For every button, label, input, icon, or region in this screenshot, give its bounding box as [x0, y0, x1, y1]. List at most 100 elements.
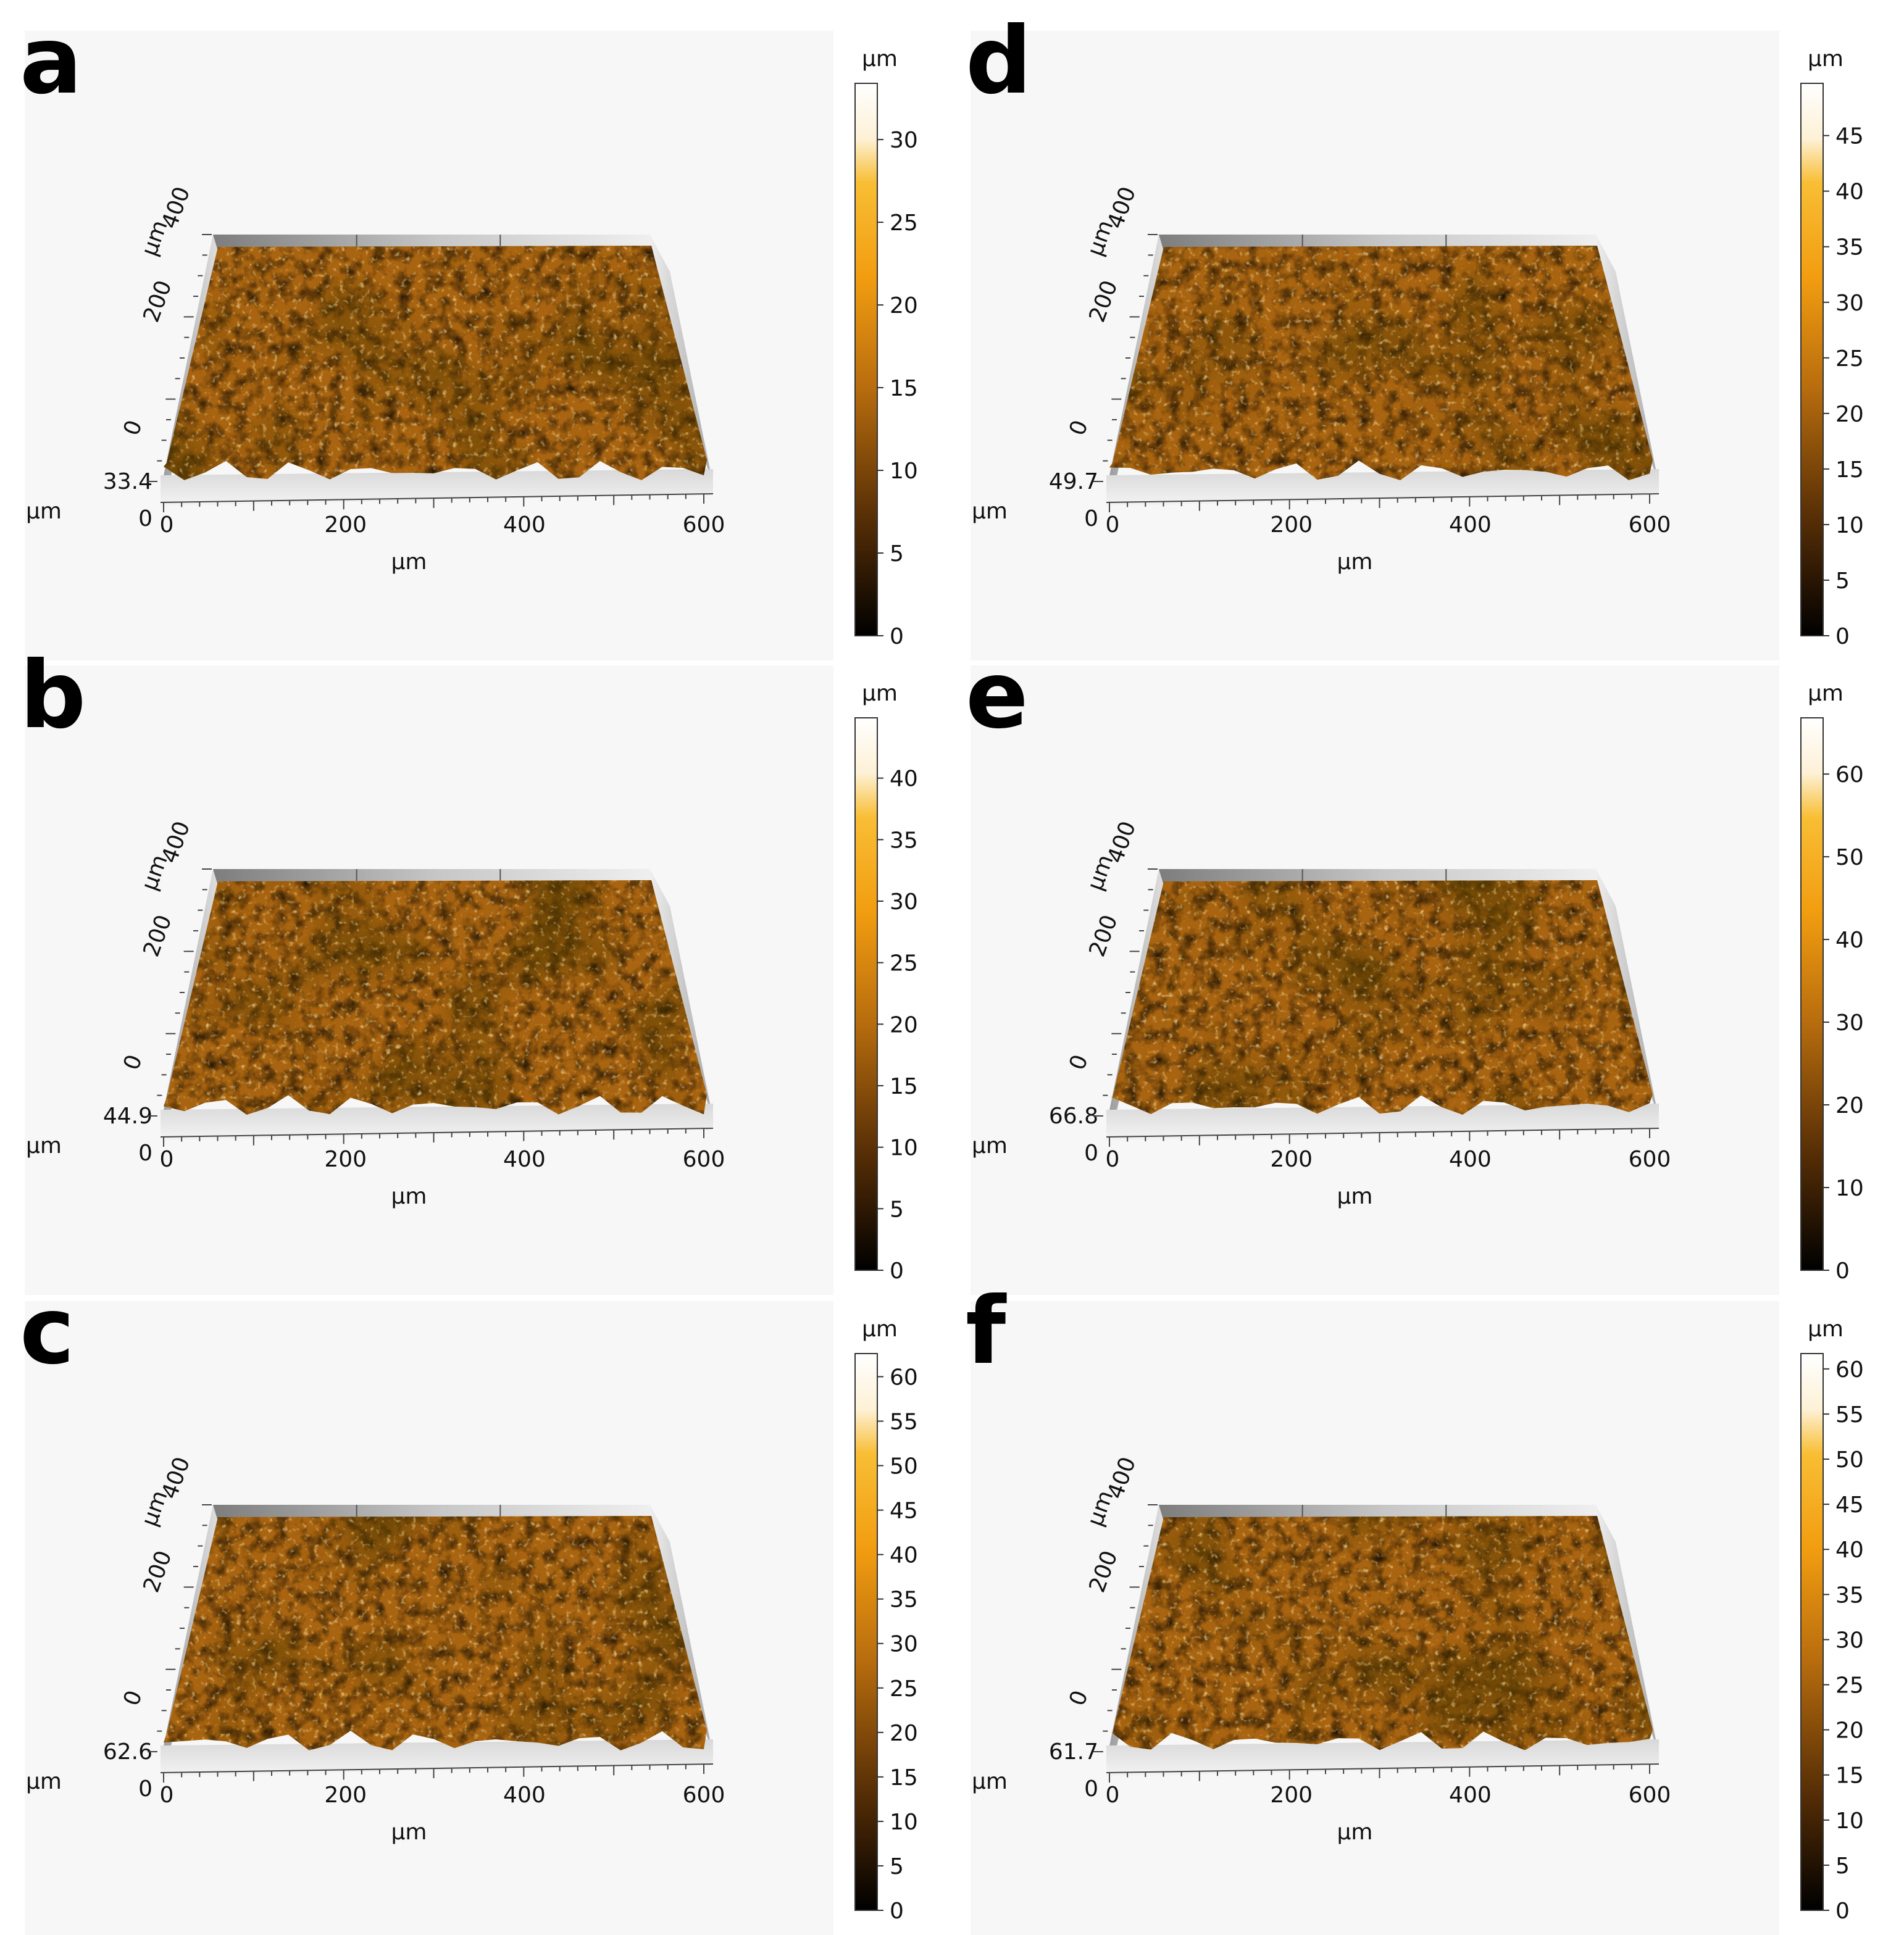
z-max-label: 33.4 — [103, 469, 152, 494]
surface-highlights — [1109, 246, 1653, 480]
colorbar-tick-label: 5 — [1835, 1854, 1850, 1879]
colorbar-tick-label: 0 — [890, 624, 904, 649]
x-tick-label: 0 — [1106, 1783, 1120, 1808]
colorbar-tick-label: 10 — [890, 459, 918, 484]
x-tick-label: 400 — [1449, 1147, 1492, 1172]
colorbar-tick-label: 30 — [1835, 1010, 1864, 1036]
front-face — [1106, 469, 1659, 506]
colorbar-tick-label: 50 — [1835, 845, 1864, 870]
x-axis-unit: µm — [1337, 549, 1373, 575]
colorbar-tick-label: 25 — [890, 1676, 918, 1702]
colorbar-tick-label: 10 — [1835, 1808, 1864, 1834]
colorbar-tick-label: 15 — [890, 376, 918, 401]
panel-c: c0 200 400 600µm62.60µm0200400µmµm051015202… — [20, 1278, 918, 1935]
colorbar-tick-label: 40 — [890, 767, 918, 792]
front-face — [161, 1104, 713, 1141]
colorbar-tick-label: 0 — [890, 1899, 904, 1924]
colorbar — [854, 1353, 878, 1911]
x-tick-label: 400 — [503, 1147, 546, 1172]
colorbar-tick-label: 50 — [890, 1454, 918, 1479]
z-max-label: 44.9 — [103, 1104, 152, 1129]
x-tick-label: 400 — [503, 512, 546, 538]
colorbar-tick-label: 20 — [1835, 1093, 1864, 1118]
colorbar-tick-label: 55 — [1835, 1402, 1864, 1428]
surface-highlights — [1109, 880, 1653, 1115]
colorbar-tick-label: 45 — [1835, 124, 1864, 149]
x-tick-label: 200 — [1270, 512, 1313, 538]
z-zero-label: 0 — [138, 506, 152, 531]
x-tick-label: 600 — [1629, 512, 1671, 538]
x-tick-label: 200 — [324, 512, 367, 538]
colorbar-tick-label: 60 — [890, 1365, 918, 1390]
colorbar-tick-label: 5 — [890, 1197, 904, 1222]
colorbar-tick-label: 30 — [890, 128, 918, 153]
x-axis-line — [160, 1763, 714, 1773]
colorbar-tick-label: 0 — [1835, 1259, 1850, 1284]
z-max-label: 66.8 — [1049, 1104, 1098, 1129]
colorbar-tick-label: 40 — [890, 1543, 918, 1568]
z-axis-unit: µm — [26, 1769, 62, 1794]
colorbar-tick-label: 50 — [1835, 1447, 1864, 1473]
z-zero-label: 0 — [1084, 1141, 1098, 1166]
colorbar-tick-label: 35 — [1835, 235, 1864, 260]
colorbar-tick-label: 15 — [890, 1074, 918, 1099]
x-axis-unit: µm — [391, 1820, 427, 1845]
x-axis-unit: µm — [1337, 1184, 1373, 1209]
colorbar-tick-label: 30 — [890, 1632, 918, 1657]
colorbar-tick-label: 20 — [890, 293, 918, 318]
colorbar — [1800, 717, 1824, 1271]
colorbar-tick-label: 20 — [890, 1012, 918, 1038]
colorbar-tick-label: 45 — [890, 1499, 918, 1524]
colorbar-unit: µm — [1808, 46, 1843, 72]
colorbar-tick-label: 25 — [1835, 346, 1864, 372]
x-tick-label: 0 — [160, 1783, 174, 1808]
x-tick-label: 600 — [1629, 1147, 1671, 1172]
z-zero-label: 0 — [1084, 506, 1098, 531]
x-tick-label: 600 — [1629, 1783, 1671, 1808]
panel-a: a0 200 400 600µm33.40µm0200400µmµm051015202… — [20, 7, 918, 660]
colorbar-tick-label: 10 — [890, 1810, 918, 1835]
colorbar-unit: µm — [1808, 681, 1843, 706]
colorbar-tick-label: 10 — [890, 1136, 918, 1161]
panel-letter: e — [966, 642, 1029, 749]
z-axis-unit: µm — [26, 1133, 62, 1159]
x-tick-label: 600 — [683, 1783, 725, 1808]
x-tick-label: 600 — [683, 1147, 725, 1172]
colorbar-tick-label: 25 — [1835, 1673, 1864, 1699]
colorbar-tick-label: 45 — [1835, 1492, 1864, 1518]
colorbar-tick-label: 0 — [890, 1259, 904, 1284]
z-max-label: 62.6 — [103, 1739, 152, 1765]
x-tick-label: 0 — [160, 1147, 174, 1172]
front-face — [161, 469, 713, 506]
colorbar-tick-label: 15 — [890, 1765, 918, 1791]
panel-letter: c — [20, 1278, 75, 1385]
x-axis-line — [160, 1128, 714, 1138]
colorbar-tick-label: 55 — [890, 1410, 918, 1435]
panel-f: f0 200 400 600µm61.70µm0200400µmµm051015202… — [966, 1278, 1864, 1935]
colorbar-tick-label: 15 — [1835, 457, 1864, 483]
colorbar-tick-label: 30 — [1835, 291, 1864, 316]
front-face — [1106, 1104, 1659, 1141]
colorbar-tick-label: 15 — [1835, 1763, 1864, 1789]
colorbar-tick-label: 40 — [1835, 180, 1864, 205]
colorbar-tick-label: 10 — [1835, 513, 1864, 538]
x-axis-line — [1106, 1763, 1660, 1773]
colorbar-tick-label: 40 — [1835, 928, 1864, 953]
x-tick-label: 400 — [1449, 512, 1492, 538]
colorbar-tick-label: 35 — [1835, 1583, 1864, 1608]
colorbar-unit: µm — [862, 681, 898, 706]
z-zero-label: 0 — [138, 1776, 152, 1802]
colorbar — [854, 83, 878, 636]
surface-highlights — [164, 1516, 707, 1750]
front-face — [161, 1739, 713, 1776]
colorbar-tick-label: 35 — [890, 1588, 918, 1613]
front-face — [1106, 1739, 1659, 1776]
x-axis-line — [1106, 1128, 1660, 1138]
colorbar-tick-label: 40 — [1835, 1538, 1864, 1563]
colorbar-tick-label: 5 — [1835, 568, 1850, 594]
colorbar-tick-label: 60 — [1835, 762, 1864, 788]
z-axis-unit: µm — [26, 499, 62, 524]
z-axis-unit: µm — [972, 1769, 1008, 1794]
colorbar — [854, 717, 878, 1271]
x-tick-label: 200 — [324, 1147, 367, 1172]
